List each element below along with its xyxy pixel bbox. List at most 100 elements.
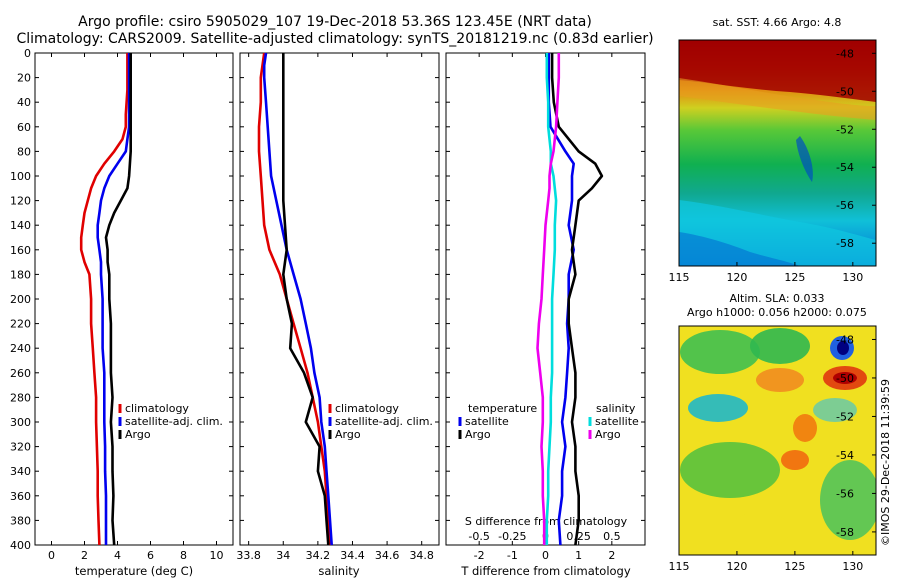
title-line2: Climatology: CARS2009. Satellite-adjuste… bbox=[16, 31, 653, 47]
map-y-tick-label: -52 bbox=[836, 123, 854, 136]
map-y-tick-label: -50 bbox=[836, 372, 854, 385]
x-tick-label: 0 bbox=[542, 549, 549, 562]
difference-line-1 bbox=[550, 53, 604, 546]
sst-warm-front bbox=[679, 40, 876, 102]
x-tick-label: 34.2 bbox=[306, 549, 331, 562]
sst-map: sat. SST: 4.66 Argo: 4.8 115 120 125 130 -48… bbox=[669, 16, 877, 284]
y-tick-label: 160 bbox=[10, 244, 31, 257]
sla-cyan-2 bbox=[813, 398, 857, 422]
map-x-tick-label: 130 bbox=[842, 560, 863, 573]
sst-orange-band bbox=[679, 78, 876, 120]
temperature-xlabel: temperature (deg C) bbox=[75, 564, 193, 578]
x-tick-label: 34.8 bbox=[409, 549, 434, 562]
x-tick-label: 2 bbox=[608, 549, 615, 562]
y-tick-label: 380 bbox=[10, 514, 31, 527]
legend-label: climatology bbox=[335, 402, 399, 415]
sla-ticks: 115 120 125 130 -48 -50 -52 -54 -56 -58 bbox=[669, 333, 876, 573]
y-tick-label: 40 bbox=[17, 96, 31, 109]
y-tick-label: 340 bbox=[10, 465, 31, 478]
temperature-line-1 bbox=[96, 53, 131, 545]
sst-frame bbox=[678, 39, 877, 267]
map-y-tick-label: -58 bbox=[836, 237, 854, 250]
sla-red-core bbox=[833, 372, 857, 384]
legend-label: satellite-adj. clim. bbox=[125, 415, 223, 428]
sla-orange-2 bbox=[793, 414, 817, 442]
legend-label: Argo bbox=[335, 428, 361, 441]
legend-label: climatology bbox=[125, 402, 189, 415]
y-tick-label: 60 bbox=[17, 121, 31, 134]
title-line1: Argo profile: csiro 5905029_107 19-Dec-2… bbox=[78, 14, 592, 30]
legend-label: Argo bbox=[465, 428, 491, 441]
y-tick-label: 100 bbox=[10, 170, 31, 183]
difference-line-0 bbox=[547, 53, 576, 546]
y-tick-label: 400 bbox=[10, 539, 31, 552]
x-tick-label: 10 bbox=[210, 549, 224, 562]
x-tick-label: 34 bbox=[276, 549, 290, 562]
temperature-line-0 bbox=[79, 53, 129, 546]
y-tick-label: 360 bbox=[10, 490, 31, 503]
salinity-line-1 bbox=[262, 52, 333, 546]
difference-chart: -2 -1 0 1 2S difference from climatology-0.5… bbox=[446, 52, 645, 562]
legend-left-title: temperature bbox=[468, 402, 537, 415]
map-y-tick-label: -48 bbox=[836, 47, 854, 60]
sla-title-line1: Altim. SLA: 0.033 bbox=[729, 292, 824, 305]
salinity-line-2 bbox=[281, 53, 330, 546]
legend-label: satellite bbox=[595, 415, 639, 428]
sla-frame bbox=[678, 325, 877, 556]
sla-orange-1 bbox=[756, 368, 804, 392]
y-tick-label: 320 bbox=[10, 441, 31, 454]
sst-colder-patch bbox=[679, 232, 800, 266]
salinity-chart: 33.8 34 34.2 34.4 34.6 34.8 climatologysatelli… bbox=[236, 52, 439, 562]
map-y-tick-label: -50 bbox=[836, 85, 854, 98]
map-x-tick-label: 130 bbox=[842, 271, 863, 284]
salinity-line-0 bbox=[257, 52, 332, 546]
sla-green-1 bbox=[680, 330, 760, 374]
map-y-tick-label: -54 bbox=[836, 449, 854, 462]
temperature-chart: 0204060801001201401601802002202402602803… bbox=[10, 47, 233, 562]
y-tick-label: 260 bbox=[10, 367, 31, 380]
y-tick-label: 80 bbox=[17, 145, 31, 158]
map-x-tick-label: 115 bbox=[669, 560, 690, 573]
y-tick-label: 180 bbox=[10, 268, 31, 281]
y-tick-label: 200 bbox=[10, 293, 31, 306]
x2-tick-label: -0.5 bbox=[468, 530, 489, 543]
x-tick-label: 2 bbox=[81, 549, 88, 562]
x-tick-label: 34.6 bbox=[375, 549, 400, 562]
x-tick-label: 0 bbox=[48, 549, 55, 562]
y-tick-label: 0 bbox=[24, 47, 31, 60]
map-x-tick-label: 120 bbox=[726, 271, 747, 284]
watermark: ©IMOS 29-Dec-2018 11:39:59 bbox=[879, 379, 892, 546]
y-tick-label: 280 bbox=[10, 391, 31, 404]
sst-title: sat. SST: 4.66 Argo: 4.8 bbox=[713, 16, 842, 29]
sla-blue-core bbox=[837, 341, 849, 355]
x-tick-label: -1 bbox=[507, 549, 518, 562]
x-tick-label: -2 bbox=[474, 549, 485, 562]
map-y-tick-label: -56 bbox=[836, 487, 854, 500]
map-y-tick-label: -56 bbox=[836, 199, 854, 212]
x2-tick-label: 0.25 bbox=[566, 530, 591, 543]
sst-ticks: 115 120 125 130 -48 -50 -52 -54 -56 -58 bbox=[669, 47, 876, 284]
x-tick-label: 6 bbox=[147, 549, 154, 562]
map-y-tick-label: -52 bbox=[836, 410, 854, 423]
sla-yellow-patch bbox=[730, 512, 790, 548]
sla-green-2 bbox=[750, 328, 810, 364]
y-tick-label: 300 bbox=[10, 416, 31, 429]
map-x-tick-label: 125 bbox=[784, 271, 805, 284]
map-x-tick-label: 120 bbox=[726, 560, 747, 573]
y-tick-label: 220 bbox=[10, 318, 31, 331]
sla-title-line2: Argo h1000: 0.056 h2000: 0.075 bbox=[687, 306, 867, 319]
map-y-tick-label: -58 bbox=[836, 526, 854, 539]
difference-axes bbox=[445, 52, 646, 546]
legend-label: Argo bbox=[125, 428, 151, 441]
difference-line-3 bbox=[536, 53, 561, 545]
x-tick-label: 4 bbox=[114, 549, 121, 562]
sla-green-4 bbox=[820, 460, 876, 540]
map-x-tick-label: 125 bbox=[784, 560, 805, 573]
salinity-xlabel: salinity bbox=[318, 564, 359, 578]
sla-map: Altim. SLA: 0.033 Argo h1000: 0.056 h200… bbox=[669, 292, 877, 573]
difference-xlabel: T difference from climatology bbox=[460, 564, 631, 578]
y-tick-label: 140 bbox=[10, 219, 31, 232]
sla-green-3 bbox=[680, 442, 780, 498]
x-tick-label: 33.8 bbox=[236, 549, 261, 562]
